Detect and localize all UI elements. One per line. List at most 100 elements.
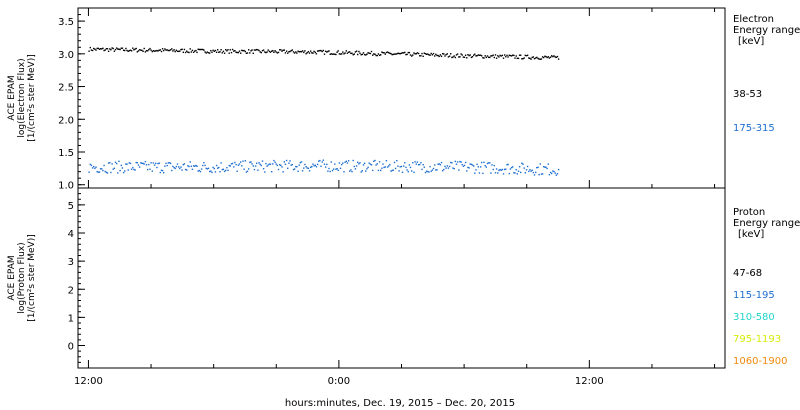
data-point (359, 162, 361, 164)
legend-series-label: 1060-1900 (733, 356, 788, 367)
data-point (553, 170, 555, 173)
x-tick-label: 12:00 (74, 376, 103, 387)
data-point (423, 52, 425, 54)
data-point (105, 171, 108, 174)
data-point (249, 52, 251, 54)
data-point (398, 170, 400, 172)
data-point (456, 161, 459, 163)
data-point (458, 56, 460, 58)
data-point (288, 162, 290, 164)
data-point (184, 51, 187, 54)
data-point (299, 50, 301, 53)
data-point (106, 48, 109, 50)
data-point (195, 49, 197, 52)
data-point (174, 50, 176, 53)
data-point (486, 162, 489, 165)
data-point (454, 160, 456, 163)
data-point (304, 163, 306, 166)
data-point (522, 58, 524, 60)
data-point (347, 51, 350, 53)
data-point (497, 172, 499, 174)
data-point (113, 50, 116, 52)
data-point (372, 54, 374, 56)
data-point (104, 170, 106, 173)
data-point (227, 49, 229, 51)
data-point (156, 166, 158, 169)
data-point (194, 50, 196, 52)
data-point (196, 51, 198, 54)
data-point (191, 49, 194, 52)
data-point (269, 51, 272, 53)
data-point (405, 53, 407, 56)
data-point (487, 162, 490, 164)
data-point (242, 50, 244, 52)
data-point (367, 52, 369, 54)
data-point (256, 162, 258, 164)
y-tick-label: 2.5 (58, 83, 74, 94)
data-point (361, 53, 363, 56)
data-point (337, 50, 339, 52)
data-point (385, 51, 388, 54)
data-point (489, 56, 491, 59)
data-point (421, 168, 423, 171)
data-point (429, 54, 431, 56)
data-point (425, 170, 428, 172)
data-point (281, 50, 283, 52)
data-point (365, 170, 367, 172)
data-point (369, 163, 372, 165)
data-point (407, 171, 409, 173)
data-point (262, 49, 265, 51)
data-point (556, 173, 559, 175)
data-point (467, 54, 469, 56)
data-point (517, 170, 520, 172)
data-point (466, 57, 468, 59)
data-point (391, 53, 393, 56)
data-point (451, 56, 453, 59)
data-point (253, 49, 256, 51)
data-point (271, 171, 273, 173)
data-point (331, 53, 334, 55)
y-tick-label: 3.0 (58, 50, 74, 61)
data-point (386, 51, 389, 53)
y-axis-label-line: [1/(cm²s ster MeV)] (27, 234, 37, 321)
legend-series-label: 795-1193 (733, 334, 781, 345)
data-point (397, 165, 399, 167)
data-point (280, 49, 282, 51)
data-point (122, 49, 125, 51)
data-point (88, 50, 90, 52)
data-point (169, 162, 172, 165)
data-point (446, 53, 448, 55)
data-point (243, 49, 245, 52)
data-point (368, 52, 370, 54)
data-point (273, 159, 275, 162)
data-point (223, 170, 226, 173)
data-point (143, 47, 145, 50)
data-point (324, 166, 327, 168)
data-point (411, 55, 413, 57)
data-point (431, 169, 434, 171)
data-point (445, 53, 447, 56)
data-point (360, 54, 362, 56)
data-point (440, 161, 443, 164)
data-point (259, 163, 261, 165)
data-point (188, 51, 190, 54)
data-point (351, 52, 353, 54)
proton-panel: 0 1 2 3 4 5 ACE EPAM log(Proton Flux) [1/(cm²s … (7, 193, 800, 369)
data-point (328, 167, 330, 170)
data-point (235, 51, 237, 53)
data-point (159, 171, 161, 174)
data-point (283, 49, 285, 51)
data-point (264, 171, 266, 173)
data-point (165, 162, 167, 165)
data-point (439, 164, 442, 166)
data-point (353, 53, 355, 55)
data-point (318, 50, 320, 52)
data-point (557, 58, 560, 60)
data-point (414, 161, 416, 163)
data-point (300, 51, 303, 53)
data-point (238, 50, 241, 52)
data-point (491, 55, 493, 57)
data-point (464, 161, 467, 164)
data-point (166, 49, 168, 51)
data-point (264, 51, 266, 53)
